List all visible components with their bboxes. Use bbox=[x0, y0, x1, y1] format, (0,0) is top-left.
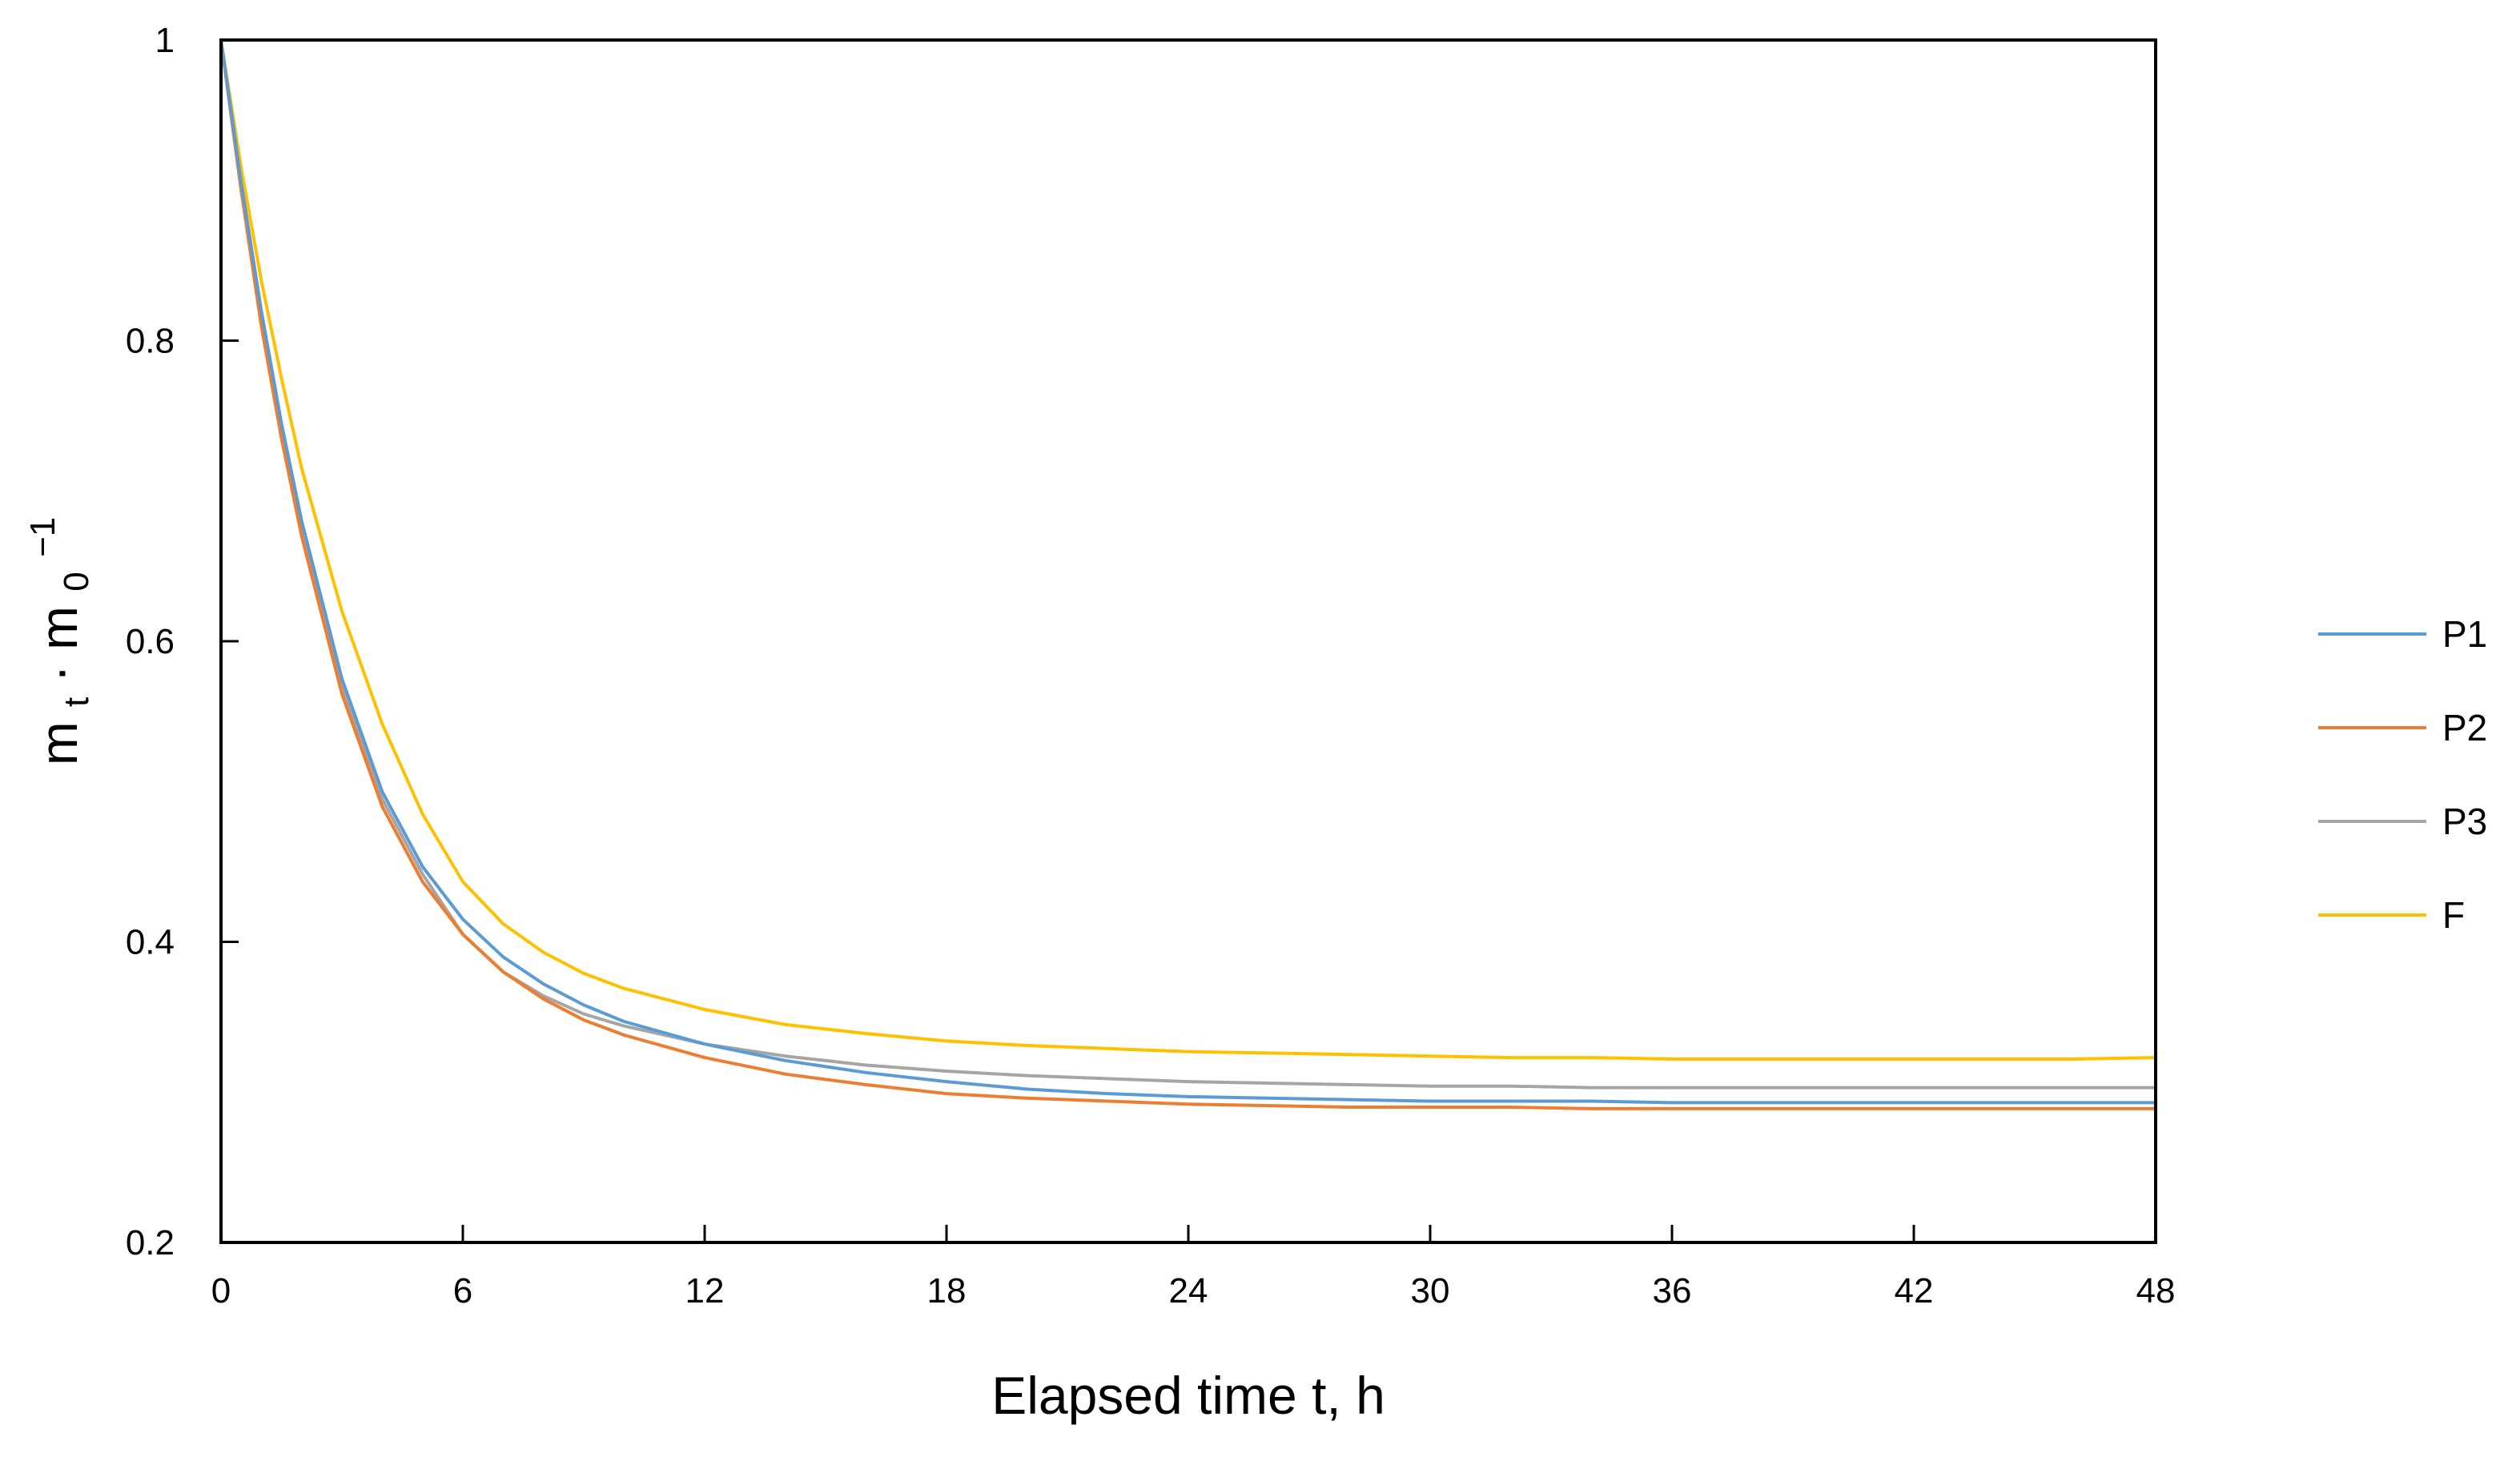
x-tick-label: 0 bbox=[211, 1271, 231, 1310]
legend-label: P3 bbox=[2442, 801, 2487, 842]
y-tick-label: 0.6 bbox=[126, 622, 175, 661]
legend-item-p3: P3 bbox=[2318, 801, 2487, 842]
x-tick-label: 6 bbox=[453, 1271, 472, 1310]
y-axis-title-sup: −1 bbox=[23, 517, 62, 557]
series-line-p2 bbox=[219, 38, 2157, 1110]
y-tick-label: 0.8 bbox=[126, 322, 175, 361]
x-tick-label: 42 bbox=[1895, 1271, 1934, 1310]
y-axis-title-dot: · bbox=[29, 664, 88, 682]
x-tick-label: 36 bbox=[1653, 1271, 1692, 1310]
series-layer bbox=[219, 38, 2157, 1110]
series-line-p1 bbox=[219, 38, 2157, 1105]
legend-label: P2 bbox=[2442, 707, 2487, 749]
x-tick-label: 18 bbox=[927, 1271, 967, 1310]
y-axis-title: m t · m 0 −1 bbox=[23, 517, 99, 766]
legend-label: F bbox=[2442, 894, 2465, 936]
legend-item-p1: P1 bbox=[2318, 613, 2487, 655]
legend-item-f: F bbox=[2318, 894, 2465, 936]
y-axis-title-base-mt: m bbox=[29, 721, 88, 765]
tick-layer: 0 6 12 18 24 30 36 42 48 0.2 0.4 0.6 0.8 1 bbox=[126, 21, 2176, 1310]
x-axis-title: Elapsed time t, h bbox=[991, 1366, 1385, 1425]
x-tick-label: 48 bbox=[2136, 1271, 2176, 1310]
series-line-f bbox=[219, 38, 2157, 1061]
x-tick-label: 30 bbox=[1411, 1271, 1450, 1310]
x-tick-label: 12 bbox=[685, 1271, 725, 1310]
y-axis-title-base-m0: m bbox=[29, 606, 88, 650]
y-axis-title-sub-0: 0 bbox=[57, 572, 96, 591]
y-tick-label: 0.2 bbox=[126, 1223, 175, 1262]
legend-label: P1 bbox=[2442, 613, 2487, 655]
y-axis-title-sub-t: t bbox=[57, 697, 96, 707]
x-tick-label: 24 bbox=[1169, 1271, 1208, 1310]
y-tick-label: 1 bbox=[155, 21, 175, 60]
legend-item-p2: P2 bbox=[2318, 707, 2487, 749]
y-tick-label: 0.4 bbox=[126, 923, 175, 962]
legend: P1 P2 P3 F bbox=[2318, 613, 2487, 936]
series-line-p3 bbox=[219, 38, 2157, 1090]
